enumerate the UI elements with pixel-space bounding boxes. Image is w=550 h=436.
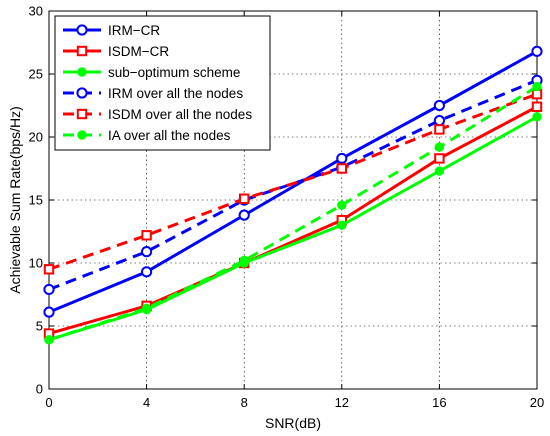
legend-entry-5: ISDM over all the nodes [63,107,252,122]
data-point [239,255,249,266]
x-tick-label: 12 [335,395,349,410]
legend-entry-1: IRM−CR [63,23,160,38]
data-point [434,124,445,135]
y-tick-label: 0 [36,382,43,397]
series-line [48,115,538,342]
data-point [531,45,543,57]
legend-entry-4: IRM over all the nodes [63,86,243,101]
data-point [141,230,152,241]
y-axis-label: Achievable Sum Rate(bps/Hz) [7,106,23,294]
series-line [48,105,538,336]
legend-swatch-marker [77,67,87,77]
data-point [433,115,445,127]
x-tick-label: 8 [241,395,248,410]
legend-swatch-marker [76,108,88,120]
data-point [336,152,348,165]
legend-box [54,15,271,151]
y-tick-label: 15 [29,193,43,208]
data-point [532,81,542,92]
data-point [44,335,54,345]
data-point [239,193,250,204]
legend-entry-6: IA over all the nodes [63,128,231,143]
data-point [337,220,347,230]
data-point [434,153,445,164]
series-line [48,50,538,314]
legend-label: IA over all the nodes [108,128,231,143]
legend-entry-3: sub−optimum scheme [63,65,240,80]
y-tick-label: 20 [29,130,43,145]
series-5 [43,88,543,275]
data-point [238,209,250,221]
x-tick-label: 20 [530,395,544,410]
x-tick-label: 0 [45,395,52,410]
x-axis-label: SNR(dB) [265,415,321,431]
legend-swatch-marker [76,24,88,36]
y-tick-label: 25 [29,67,43,82]
series-line [48,92,538,271]
series-1 [43,45,543,318]
data-point [531,101,543,112]
series-6 [44,81,542,345]
y-tick-label: 5 [36,319,43,334]
x-tick-label: 16 [432,395,446,410]
data-point [532,112,542,122]
legend-label: IRM over all the nodes [108,86,243,101]
legend-swatch-marker [76,87,88,99]
legend-swatch-marker [76,45,88,57]
legend-entry-2: ISDM−CR [63,44,169,59]
legend-swatch-marker [77,130,87,140]
data-point [434,166,445,176]
x-tick-label: 4 [143,395,150,410]
data-point [141,246,153,258]
legend-label: ISDM−CR [108,44,169,59]
axis-ticks: 0 4 8 12 16 20 0 5 10 15 20 25 30 [29,4,545,411]
data-point [43,306,55,318]
legend-label: sub−optimum scheme [108,65,240,80]
series-group [43,45,543,345]
data-point [43,264,55,275]
data-point [141,266,153,278]
data-point [433,99,445,112]
y-tick-label: 30 [29,4,43,19]
data-point [141,303,152,314]
data-point [337,200,347,210]
series-line [48,85,538,342]
data-point [43,283,55,296]
legend-label: IRM−CR [108,23,160,38]
data-point [336,163,348,174]
y-tick-label: 10 [29,256,43,271]
data-point [434,142,445,152]
legend-label: ISDM over all the nodes [108,107,252,122]
legend: IRM−CR ISDM−CR sub−optimum scheme IRM over … [54,15,271,151]
